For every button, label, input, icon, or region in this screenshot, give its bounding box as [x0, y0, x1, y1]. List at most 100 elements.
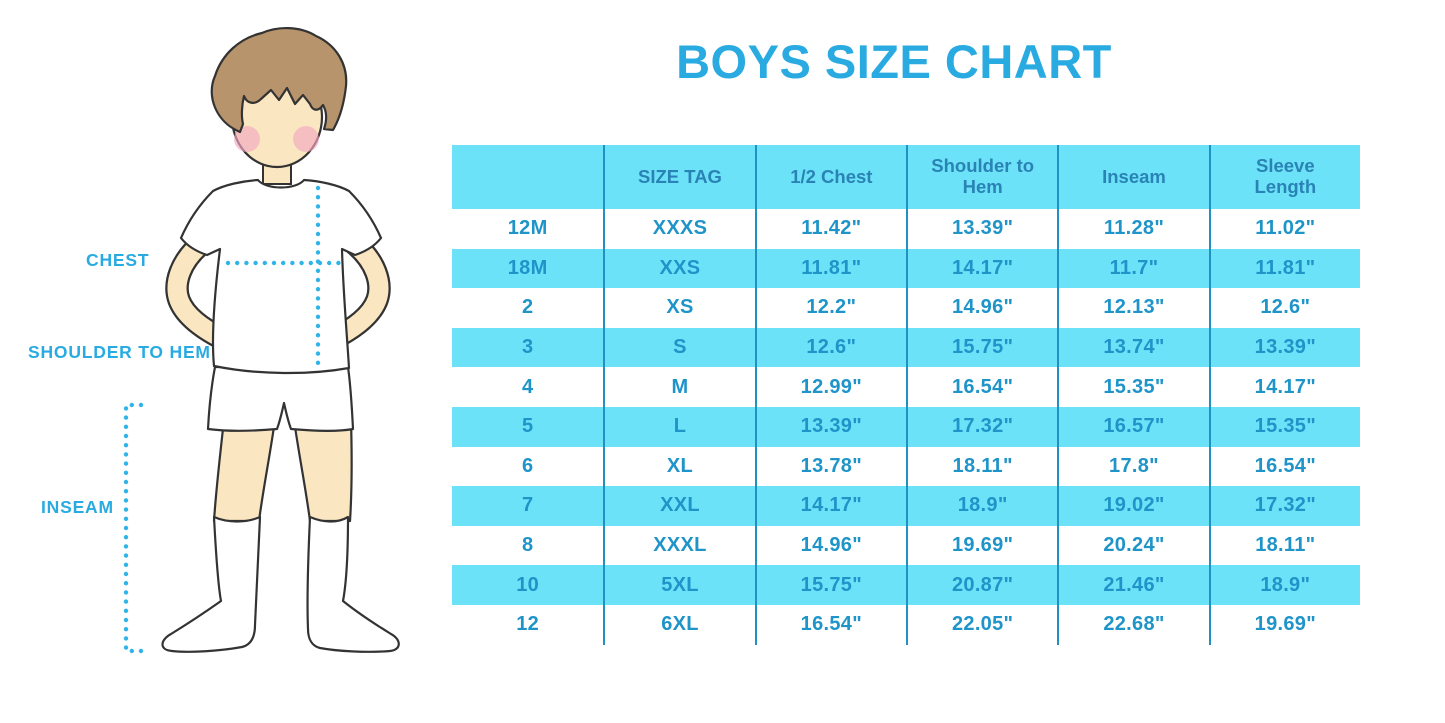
boy-shorts [206, 365, 355, 432]
size-label-cell: 18M [507, 256, 548, 279]
measurement-cell: 13.78" [754, 446, 906, 487]
size-label-cell: 10 [516, 573, 540, 596]
page-title: BOYS SIZE CHART [676, 35, 1112, 88]
table-row: 18M XXS 11.81" 14.17" 11.7" 11.81" [452, 248, 1360, 289]
measurement-cell: 21.46" [1057, 565, 1208, 605]
measurement-cell: 11.7" [1057, 248, 1208, 289]
size-label-cell: 7 [521, 494, 534, 517]
measurement-cell: M [603, 367, 754, 407]
measurement-cell: XXS [603, 248, 754, 289]
measurement-cell: 16.57" [1057, 406, 1208, 447]
size-label-cell: 8 [521, 534, 534, 557]
table-row: 10 5XL 15.75" 20.87" 21.46" 18.9" [452, 565, 1360, 605]
size-label-cell: 5 [521, 415, 534, 438]
measurement-cell: 19.02" [1057, 486, 1208, 526]
measurement-cell: 13.39" [905, 209, 1057, 249]
column-header-shoulder-to-hem: Shoulder to Hem [905, 145, 1057, 209]
measurement-cell: 16.54" [754, 604, 906, 645]
measurement-cell: 22.68" [1057, 604, 1208, 645]
boy-socks [161, 515, 400, 653]
measurement-cell: 18.9" [1208, 565, 1360, 605]
column-header-sleeve-length: Sleeve Length [1208, 145, 1360, 209]
measurement-cell: 14.17" [754, 486, 906, 526]
table-row: 8 XXXL 14.96" 19.69" 20.24" 18.11" [452, 525, 1360, 566]
measurement-cell: XS [603, 288, 754, 328]
inseam-measure-line [123, 402, 144, 654]
column-header-half-chest: 1/2 Chest [754, 145, 906, 209]
boy-arms [165, 232, 391, 351]
column-header-size-tag: SIZE TAG [603, 145, 754, 209]
measurement-cell: 20.24" [1057, 525, 1208, 566]
measurement-cell: 17.32" [905, 406, 1057, 447]
boy-shirt [179, 178, 383, 375]
measurement-cell: 18.11" [905, 446, 1057, 487]
table-row: 3 S 12.6" 15.75" 13.74" 13.39" [452, 327, 1360, 368]
size-label-cell: 12M [507, 217, 548, 240]
measurement-cell: 12.6" [1208, 288, 1360, 328]
measurement-cell: S [603, 327, 754, 368]
measurement-cell: 12.99" [754, 367, 906, 407]
measurement-cell: 18.11" [1208, 525, 1360, 566]
measurement-cell: 13.74" [1057, 327, 1208, 368]
measurement-cell: 12.2" [754, 288, 906, 328]
measurement-cell: 13.39" [754, 406, 906, 447]
measurement-cell: L [603, 406, 754, 447]
size-label-cell: 2 [521, 296, 534, 319]
table-header-row: SIZE TAG 1/2 Chest Shoulder to Hem Insea… [452, 145, 1360, 209]
measurement-cell: 14.17" [1208, 367, 1360, 407]
measurement-cell: 14.96" [905, 288, 1057, 328]
size-label-cell: 6 [521, 454, 534, 477]
table-row: 4 M 12.99" 16.54" 15.35" 14.17" [452, 367, 1360, 407]
measurement-cell: 11.81" [754, 248, 906, 289]
chest-label: CHEST [86, 250, 150, 270]
size-table: SIZE TAG 1/2 Chest Shoulder to Hem Insea… [452, 145, 1360, 645]
boy-legs [212, 418, 353, 523]
measurement-cell: 22.05" [905, 604, 1057, 645]
measurement-cell: 18.9" [905, 486, 1057, 526]
measurement-cell: 12.6" [754, 327, 906, 368]
boy-figure-illustration [123, 27, 400, 654]
table-row: 12 6XL 16.54" 22.05" 22.68" 19.69" [452, 604, 1360, 645]
measurement-cell: 11.02" [1208, 209, 1360, 249]
inseam-label: INSEAM [41, 497, 114, 517]
measurement-cell: 15.35" [1057, 367, 1208, 407]
column-header-size [452, 145, 603, 209]
table-row: 2 XS 12.2" 14.96" 12.13" 12.6" [452, 288, 1360, 328]
table-row: 7 XXL 14.17" 18.9" 19.02" 17.32" [452, 486, 1360, 526]
size-table-body: 12M XXXS 11.42" 13.39" 11.28" 11.02" 18M XXS 11.… [452, 209, 1360, 645]
measurement-cell: XXL [603, 486, 754, 526]
measurement-cell: 15.75" [905, 327, 1057, 368]
measurement-cell: 15.75" [754, 565, 906, 605]
measurement-cell: 16.54" [905, 367, 1057, 407]
measurement-cell: 6XL [603, 604, 754, 645]
measurement-cell: 13.39" [1208, 327, 1360, 368]
size-label-cell: 3 [521, 336, 534, 359]
measurement-cell: 17.8" [1057, 446, 1208, 487]
measurement-cell: 12.13" [1057, 288, 1208, 328]
measurement-cell: 11.28" [1057, 209, 1208, 249]
measurement-cell: XXXS [603, 209, 754, 249]
size-label-cell: 12 [516, 613, 540, 636]
measurement-cell: XL [603, 446, 754, 487]
measurement-cell: 14.17" [905, 248, 1057, 289]
boy-hair [210, 27, 348, 134]
measurement-cell: 19.69" [1208, 604, 1360, 645]
boy-blush-right [293, 126, 319, 152]
column-header-inseam: Inseam [1057, 145, 1208, 209]
table-row: 12M XXXS 11.42" 13.39" 11.28" 11.02" [452, 209, 1360, 249]
measurement-cell: 11.42" [754, 209, 906, 249]
measurement-cell: 14.96" [754, 525, 906, 566]
measurement-cell: 20.87" [905, 565, 1057, 605]
measurement-lines [123, 185, 346, 654]
table-row: 5 L 13.39" 17.32" 16.57" 15.35" [452, 406, 1360, 447]
measurement-cell: 19.69" [905, 525, 1057, 566]
measurement-cell: 15.35" [1208, 406, 1360, 447]
measurement-cell: 16.54" [1208, 446, 1360, 487]
table-row: 6 XL 13.78" 18.11" 17.8" 16.54" [452, 446, 1360, 487]
size-label-cell: 4 [521, 375, 534, 398]
measurement-cell: 5XL [603, 565, 754, 605]
measurement-cell: 17.32" [1208, 486, 1360, 526]
measurement-cell: XXXL [603, 525, 754, 566]
measurement-cell: 11.81" [1208, 248, 1360, 289]
